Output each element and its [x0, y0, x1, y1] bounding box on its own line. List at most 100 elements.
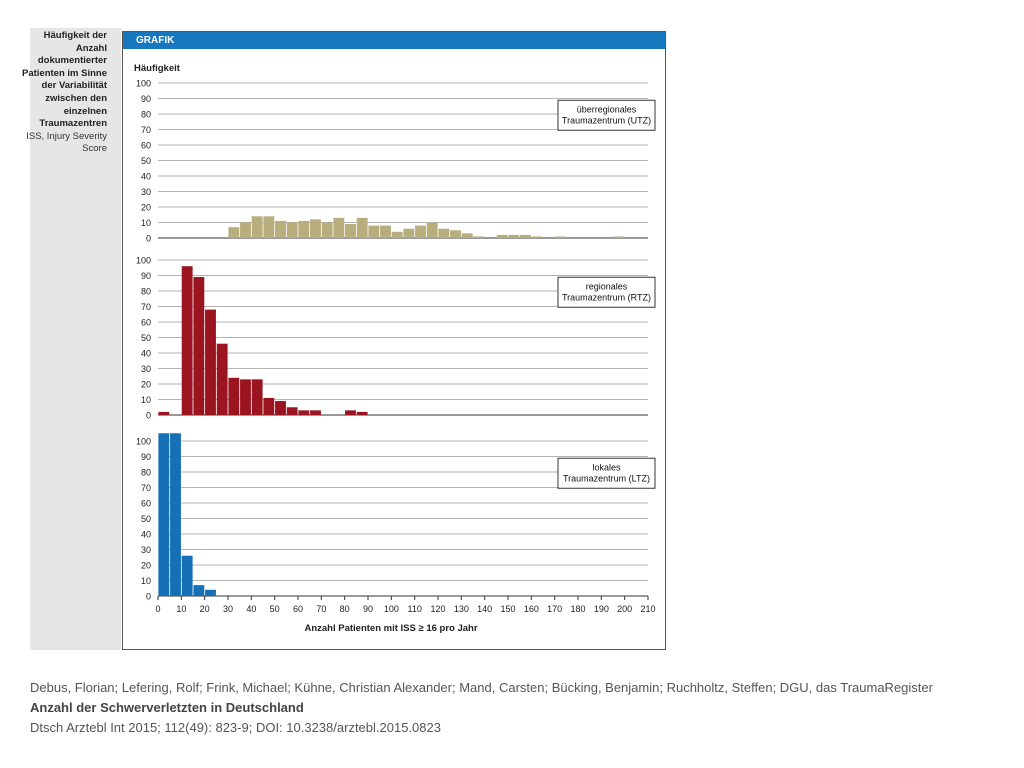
x-tick-label: 140 [477, 604, 492, 614]
y-tick-label: 50 [141, 333, 151, 343]
histogram-bar [181, 266, 193, 415]
y-tick-label: 10 [141, 395, 151, 405]
histogram-bar [240, 222, 251, 238]
histogram-bar [170, 433, 181, 596]
legend-label: Traumazentrum (RTZ) [562, 292, 651, 302]
legend-label: Traumazentrum (UTZ) [562, 115, 651, 125]
x-tick-label: 200 [617, 604, 632, 614]
y-tick-label: 80 [141, 110, 151, 120]
histogram-bar [216, 343, 228, 415]
y-tick-label: 80 [141, 287, 151, 297]
x-tick-label: 210 [640, 604, 655, 614]
x-tick-label: 80 [340, 604, 350, 614]
histogram-bar [391, 231, 403, 238]
y-tick-label: 50 [141, 156, 151, 166]
y-tick-label: 100 [136, 256, 151, 266]
histogram-bar [298, 410, 310, 415]
histogram-bar [531, 236, 543, 238]
histogram-bar [205, 309, 216, 415]
y-tick-label: 70 [141, 302, 151, 312]
histogram-bar [613, 236, 625, 238]
figure-header-bar: GRAFIK [123, 32, 665, 49]
y-tick-label: 60 [141, 318, 151, 328]
histogram-bar [263, 216, 275, 238]
y-axis-label: Häufigkeit [134, 63, 181, 74]
x-axis-label: Anzahl Patienten mit ISS ≥ 16 pro Jahr [304, 623, 477, 634]
histogram-bar [205, 589, 216, 596]
y-tick-label: 50 [141, 514, 151, 524]
figure-panel: GRAFIK Häufigkeit 0 10 20 30 40 50 60 70 80 90 100 ü… [122, 31, 666, 650]
x-tick-label: 110 [407, 604, 421, 614]
subplot-2: 0 10 20 30 40 50 60 70 80 90 100 regionalesTraumaze… [136, 256, 656, 421]
y-tick-label: 30 [141, 187, 151, 197]
legend-box [557, 276, 656, 308]
figure-header-label: GRAFIK [136, 35, 175, 46]
y-tick-label: 40 [141, 530, 151, 540]
histogram-bar [286, 407, 298, 415]
histogram-bar [555, 236, 566, 238]
y-tick-label: 90 [141, 452, 151, 462]
y-tick-label: 90 [141, 94, 151, 104]
y-tick-label: 0 [146, 592, 151, 602]
x-tick-label: 160 [524, 604, 539, 614]
caption-bold-text: Häufigkeit der Anzahl dokumentierter Pat… [22, 30, 107, 130]
histogram-bar [508, 234, 520, 238]
histogram-bar [286, 222, 298, 238]
y-tick-label: 0 [146, 411, 151, 421]
histogram-bar [380, 225, 391, 238]
y-tick-label: 40 [141, 172, 151, 182]
figure-caption: Häufigkeit der Anzahl dokumentierter Pat… [21, 30, 107, 156]
histogram-bar [333, 217, 345, 238]
x-tick-label: 40 [246, 604, 256, 614]
y-tick-label: 60 [141, 141, 151, 151]
histogram-bar [275, 220, 286, 238]
legend-label: überregionales [577, 104, 637, 114]
histogram-bar [228, 377, 240, 415]
y-tick-label: 70 [141, 483, 151, 493]
x-tick-label: 120 [430, 604, 445, 614]
histogram-bar [193, 585, 205, 596]
histogram-bar [426, 222, 438, 238]
legend-box [557, 457, 656, 489]
x-tick-label: 150 [500, 604, 515, 614]
histogram-bar [298, 220, 310, 238]
histogram-bar [158, 433, 170, 596]
histogram-bar [356, 411, 368, 415]
y-tick-label: 40 [141, 349, 151, 359]
histogram-bar [263, 397, 275, 415]
histogram-bar [345, 224, 356, 238]
histogram-bar [496, 234, 508, 238]
x-tick-label: 20 [200, 604, 210, 614]
histogram-bar [403, 228, 415, 238]
subplot-3: 0 10 20 30 40 50 60 70 80 90 100 lokalesTraumazentr… [136, 433, 656, 602]
x-tick-label: 170 [547, 604, 562, 614]
citation-title: Anzahl der Schwerverletzten in Deutschla… [30, 700, 304, 715]
histogram-bar [193, 277, 205, 415]
histogram-bar [251, 216, 263, 238]
legend-label: Traumazentrum (LTZ) [563, 473, 650, 483]
y-tick-label: 100 [136, 437, 151, 447]
histogram-bar [461, 233, 473, 238]
x-tick-label: 60 [293, 604, 303, 614]
y-tick-label: 10 [141, 576, 151, 586]
histogram-bar [415, 225, 426, 238]
y-tick-label: 30 [141, 545, 151, 555]
y-tick-label: 30 [141, 364, 151, 374]
histogram-bar [310, 410, 321, 415]
y-tick-label: 90 [141, 271, 151, 281]
y-tick-label: 60 [141, 499, 151, 509]
x-tick-label: 10 [176, 604, 186, 614]
y-tick-label: 80 [141, 468, 151, 478]
y-tick-label: 20 [141, 380, 151, 390]
x-tick-label: 50 [270, 604, 280, 614]
histogram-bar [345, 410, 356, 415]
histogram-bar [275, 401, 286, 415]
histogram-chart: Häufigkeit0102030405060708090100überregi… [134, 63, 656, 634]
subplot-1: Häufigkeit 0 10 20 30 40 50 60 70 80 90 100 überregi… [134, 63, 656, 244]
histogram-bar [251, 379, 263, 415]
histogram-bar [321, 222, 333, 238]
histogram-bar [473, 236, 485, 238]
x-tick-label: 190 [594, 604, 609, 614]
y-tick-label: 10 [141, 218, 151, 228]
citation-source: Dtsch Arztebl Int 2015; 112(49): 823-9; … [30, 720, 441, 735]
